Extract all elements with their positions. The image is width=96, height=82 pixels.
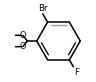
Text: O: O xyxy=(20,31,26,40)
Text: O: O xyxy=(20,42,26,51)
Text: F: F xyxy=(74,68,79,77)
Text: Br: Br xyxy=(38,4,48,13)
